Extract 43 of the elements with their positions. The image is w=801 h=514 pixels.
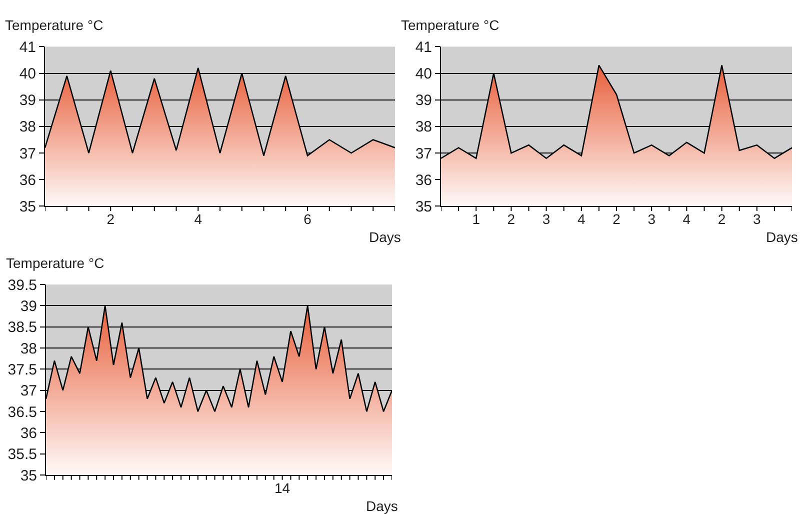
y-axis-title: Temperature °C [6,255,104,271]
y-tick-label: 39.5 [8,276,37,294]
x-tick-label: 3 [542,211,550,228]
y-tick-label: 39 [20,298,37,315]
y-tick-label: 38 [415,118,432,136]
x-axis-title: Days [369,229,401,245]
y-tick-label: 35 [20,467,37,484]
y-tick-label: 37 [415,145,432,162]
x-axis-title: Days [366,498,398,514]
x-tick-label: 3 [648,211,656,228]
y-tick-label: 39 [415,92,432,110]
y-axis-title: Temperature °C [5,17,104,33]
y-tick-label: 36.5 [8,404,37,421]
y-tick-label: 38 [19,118,36,136]
x-tick-label: 3 [753,211,761,228]
y-tick-label: 41 [415,38,432,56]
x-tick-label: 6 [304,211,312,228]
y-tick-label: 35 [415,198,432,216]
x-tick-label: 2 [507,211,516,228]
y-tick-label: 41 [19,38,36,56]
y-tick-label: 37.5 [8,361,37,378]
x-tick-label: 2 [106,211,115,228]
x-tick-label: 2 [718,211,726,228]
y-tick-label: 40 [19,66,36,83]
y-tick-label: 38.5 [8,319,37,336]
y-tick-label: 38 [20,340,37,358]
y-tick-label: 37 [20,382,37,400]
x-tick-label: 14 [274,480,290,496]
x-tick-label: 4 [578,211,586,228]
y-tick-label: 36 [20,424,37,442]
x-tick-label: 2 [612,211,621,228]
y-axis-title: Temperature °C [401,17,500,33]
y-tick-label: 35 [19,198,36,216]
x-axis-title: Days [766,229,798,245]
y-tick-label: 37 [19,145,36,162]
y-tick-label: 40 [415,66,432,83]
y-tick-label: 39 [19,92,36,110]
x-tick-label: 4 [194,211,202,228]
x-tick-label: 1 [472,211,480,228]
x-tick-label: 4 [682,211,691,228]
y-tick-label: 36 [19,172,36,189]
y-tick-label: 36 [415,172,432,189]
y-tick-label: 35.5 [8,446,37,464]
